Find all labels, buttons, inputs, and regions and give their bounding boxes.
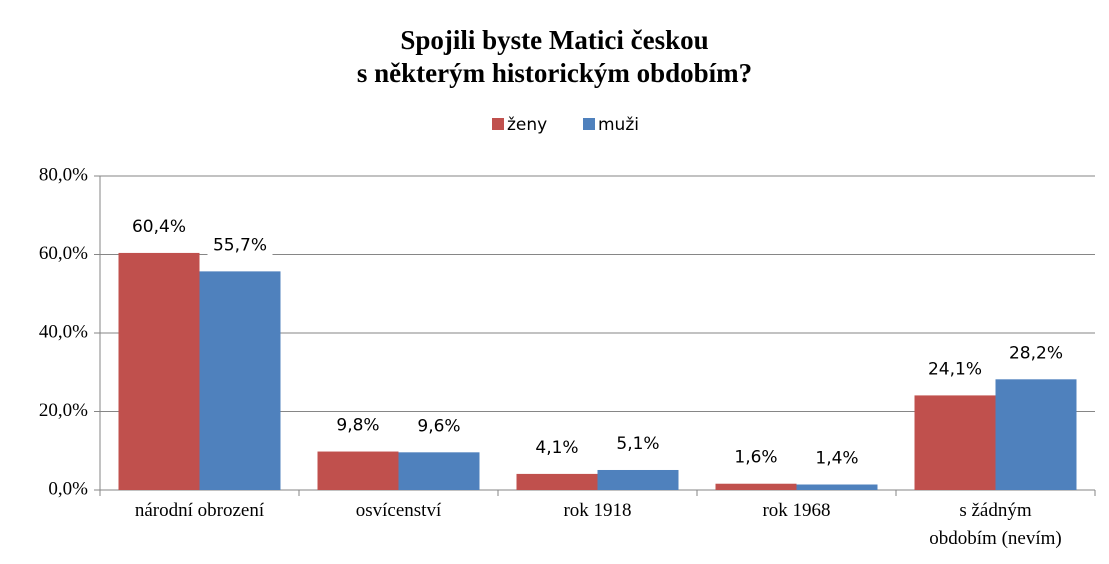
value-label: 28,2% bbox=[1009, 343, 1063, 363]
value-label: 5,1% bbox=[616, 434, 659, 454]
value-label-bg bbox=[1003, 341, 1069, 366]
value-label-bg bbox=[922, 357, 988, 382]
value-label: 24,1% bbox=[928, 359, 982, 379]
bar bbox=[995, 379, 1077, 490]
y-tick-label: 40,0% bbox=[39, 321, 88, 342]
value-label-bg bbox=[325, 413, 391, 438]
bar bbox=[398, 452, 480, 490]
chart-title: Spojili byste Matici českou s některým h… bbox=[356, 25, 753, 88]
x-tick-label: osvícenství bbox=[355, 500, 442, 521]
x-tick-label: národní obrození bbox=[134, 500, 265, 521]
value-label: 1,4% bbox=[815, 449, 858, 469]
value-label-bg bbox=[207, 233, 273, 258]
bar bbox=[199, 271, 281, 490]
value-label: 9,8% bbox=[336, 416, 379, 436]
bar bbox=[516, 473, 598, 490]
legend-swatch bbox=[583, 118, 595, 130]
legend-swatch bbox=[492, 118, 504, 130]
legend-label: ženy bbox=[507, 115, 547, 135]
value-label: 60,4% bbox=[132, 217, 186, 237]
x-tick-label: rok 1918 bbox=[563, 500, 632, 521]
value-label: 4,1% bbox=[535, 438, 578, 458]
y-tick-label: 80,0% bbox=[39, 164, 88, 185]
value-label-bg bbox=[524, 435, 590, 460]
value-label: 9,6% bbox=[417, 416, 460, 436]
x-tick-label: s žádným obdobím (nevím) bbox=[929, 500, 1062, 549]
y-tick-label: 0,0% bbox=[48, 478, 88, 499]
bar bbox=[317, 451, 399, 490]
value-label-bg bbox=[406, 414, 472, 439]
x-tick-label: rok 1968 bbox=[762, 500, 831, 521]
bar bbox=[118, 252, 200, 490]
legend-label: muži bbox=[598, 115, 639, 135]
value-label-bg bbox=[126, 214, 192, 239]
value-label-bg bbox=[804, 446, 870, 471]
y-tick-label: 60,0% bbox=[39, 243, 88, 264]
value-label: 1,6% bbox=[734, 448, 777, 468]
bar bbox=[597, 469, 679, 490]
bar bbox=[715, 483, 797, 490]
bar bbox=[914, 395, 996, 490]
bar bbox=[796, 484, 878, 490]
value-label-bg bbox=[723, 445, 789, 470]
y-tick-label: 20,0% bbox=[39, 400, 88, 421]
value-label: 55,7% bbox=[213, 235, 267, 255]
value-label-bg bbox=[605, 431, 671, 456]
